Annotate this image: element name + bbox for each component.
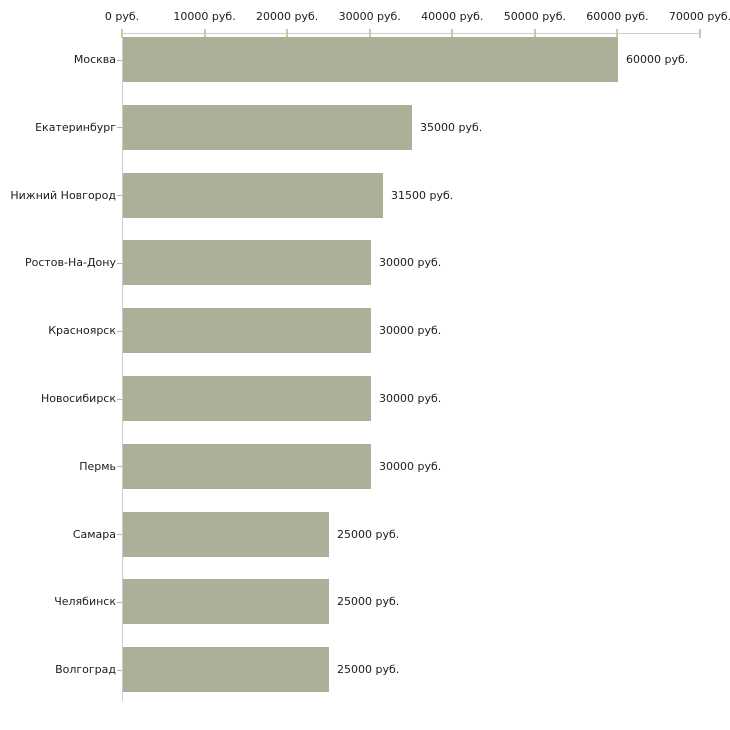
x-tick-label: 50000 руб.	[503, 10, 566, 23]
category-label: Волгоград	[55, 663, 116, 677]
value-label: 30000 руб.	[379, 324, 442, 338]
value-label: 25000 руб.	[337, 595, 400, 609]
category-label: Пермь	[79, 459, 116, 473]
value-label: 25000 руб.	[337, 663, 400, 677]
value-label: 30000 руб.	[379, 459, 442, 473]
value-label: 30000 руб.	[379, 392, 442, 405]
bar	[123, 240, 371, 286]
category-tick	[117, 127, 122, 128]
x-tick-label: 0 руб.	[104, 10, 140, 23]
category-tick	[117, 331, 122, 332]
category-label: Красноярск	[48, 324, 116, 338]
bar	[123, 443, 371, 489]
value-label: 31500 руб.	[391, 188, 454, 202]
x-tick-mark	[699, 29, 701, 38]
category-label: Новосибирск	[40, 392, 116, 405]
x-tick-mark	[121, 29, 123, 38]
x-tick-mark	[533, 29, 536, 38]
x-tick-label: 40000 руб.	[421, 10, 484, 23]
x-tick-label: 60000 руб.	[586, 10, 649, 23]
value-label: 25000 руб.	[337, 527, 400, 541]
category-label: Ростов-На-Дону	[24, 256, 116, 270]
bar	[123, 37, 618, 82]
value-label: 30000 руб.	[379, 256, 442, 270]
y-axis-line	[122, 33, 123, 701]
category-tick	[117, 534, 122, 535]
bar	[123, 104, 412, 150]
x-tick-mark	[368, 29, 371, 38]
x-tick-mark	[286, 29, 289, 38]
category-label: Нижний Новгород	[10, 188, 116, 202]
value-label: 35000 руб.	[420, 120, 483, 134]
bar	[123, 172, 383, 218]
category-tick	[117, 60, 122, 61]
x-tick-mark	[616, 29, 619, 38]
x-tick-label: 30000 руб.	[338, 10, 401, 23]
category-tick	[117, 602, 122, 603]
x-tick-label: 20000 руб.	[256, 10, 319, 23]
category-label: Москва	[73, 53, 116, 66]
x-axis-line	[122, 33, 700, 34]
x-tick-label: 10000 руб.	[173, 10, 236, 23]
x-tick-label: 70000 руб.	[668, 10, 730, 23]
category-tick	[117, 263, 122, 264]
category-tick	[117, 195, 122, 196]
bar	[123, 511, 329, 557]
category-label: Самара	[72, 527, 116, 541]
category-label: Челябинск	[54, 595, 116, 609]
bar	[123, 376, 371, 421]
bar	[123, 308, 371, 354]
x-tick-mark	[203, 29, 206, 38]
bar	[123, 647, 329, 693]
category-label: Екатеринбург	[35, 120, 116, 134]
category-tick	[117, 399, 122, 400]
category-tick	[117, 466, 122, 467]
category-tick	[117, 670, 122, 671]
x-tick-mark	[451, 29, 454, 38]
value-label: 60000 руб.	[626, 53, 689, 66]
bar	[123, 579, 329, 625]
